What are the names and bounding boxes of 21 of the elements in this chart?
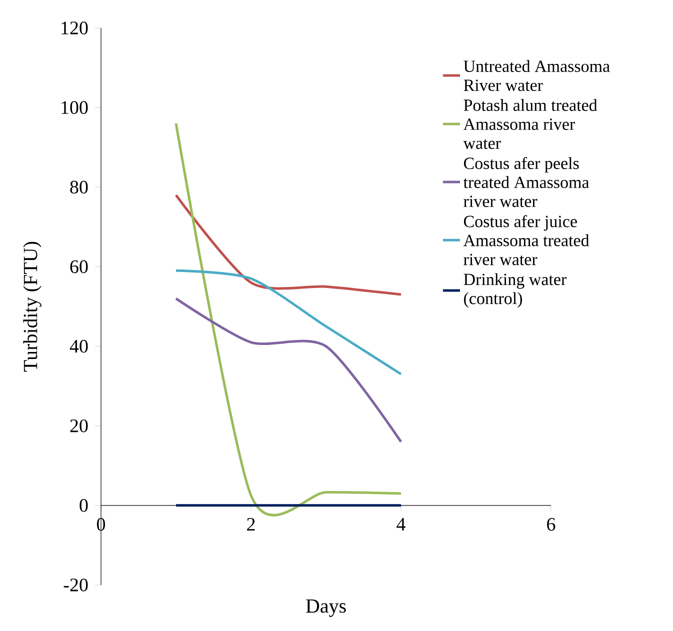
y-tick-label: 120 <box>62 22 88 34</box>
line-series <box>174 297 402 444</box>
line-series <box>174 194 402 296</box>
y-tick-label: 20 <box>70 419 88 432</box>
y-tick-label: 100 <box>62 101 88 114</box>
legend-label: Costus afer juice Amassoma treated river water <box>463 215 590 266</box>
y-tick-label: 40 <box>70 340 88 353</box>
y-tick-label: 60 <box>70 260 88 274</box>
y-tick-label: 0 <box>80 499 88 512</box>
legend-label: Untreated Amassoma River water <box>464 60 610 92</box>
legend-label: Costus afer peels treated Amassoma river water <box>463 156 590 208</box>
legend-label: Drinking water (control) <box>464 273 566 308</box>
legend-label: Potash alum treated Amassoma river water <box>463 99 598 149</box>
x-tick-label: 6 <box>547 518 556 531</box>
x-tick-label: 2 <box>247 518 255 531</box>
x-tick-label: 4 <box>396 518 406 530</box>
y-tick-label: -20 <box>64 578 88 592</box>
x-axis-title: Days <box>306 600 346 617</box>
y-tick-label: 80 <box>70 180 88 194</box>
y-axis-title: Turbidity (FTU) <box>23 242 42 372</box>
line-series <box>174 269 402 376</box>
